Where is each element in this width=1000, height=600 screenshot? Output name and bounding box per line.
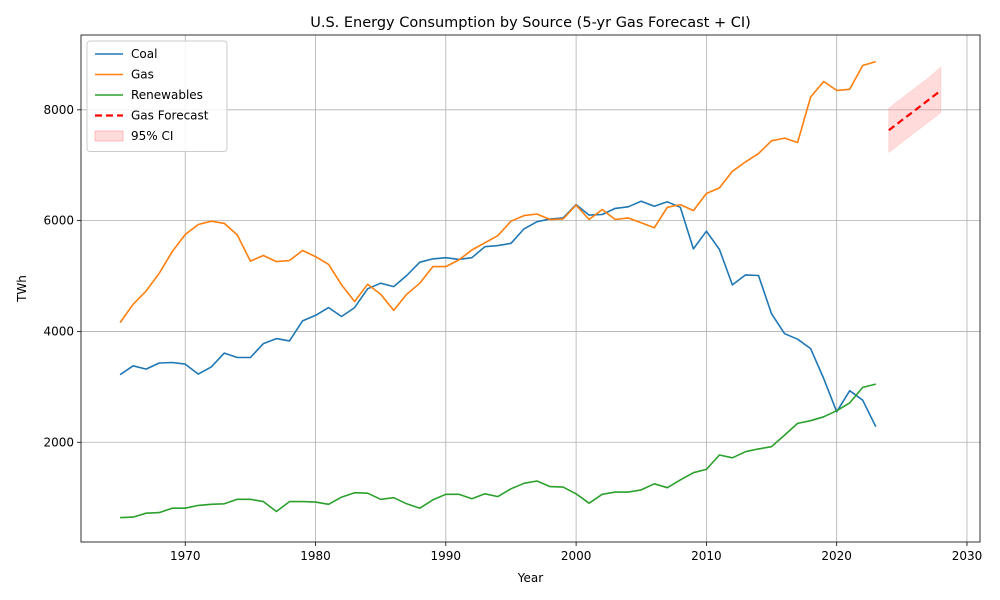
- x-tick-label: 2030: [952, 549, 983, 563]
- legend-label-coal: Coal: [131, 47, 157, 61]
- y-tick-label: 4000: [43, 324, 74, 338]
- chart-title: U.S. Energy Consumption by Source (5-yr …: [310, 15, 751, 31]
- y-axis-ticks: 2000 4000 6000 8000: [43, 103, 81, 449]
- x-tick-label: 2000: [561, 549, 592, 563]
- legend-label-95-ci: 95% CI: [131, 129, 173, 143]
- y-axis-label: TWh: [15, 275, 29, 303]
- legend-label-renewables: Renewables: [131, 88, 203, 102]
- x-tick-label: 1980: [300, 549, 331, 563]
- plot-frame: [80, 34, 981, 543]
- legend-box: [86, 40, 228, 152]
- x-axis-label: Year: [517, 571, 543, 585]
- x-tick-label: 1970: [170, 549, 201, 563]
- legend: Coal Gas Renewables Gas Forecast 95% CI: [86, 40, 228, 152]
- legend-swatch-95-ci: [94, 130, 124, 142]
- grid: [81, 35, 980, 542]
- y-tick-label: 2000: [43, 435, 74, 449]
- x-tick-label: 2010: [691, 549, 722, 563]
- y-tick-label: 6000: [43, 214, 74, 228]
- series-layer: [119, 60, 942, 519]
- x-axis-ticks: 1970 1980 1990 2000 2010 2020 2030: [170, 542, 982, 563]
- y-tick-label: 8000: [43, 103, 74, 117]
- series-line-coal: [119, 200, 877, 428]
- x-tick-label: 2020: [821, 549, 852, 563]
- series-line-renewables: [120, 383, 876, 519]
- legend-label-gas: Gas: [131, 68, 154, 82]
- series-line-gas: [119, 60, 877, 324]
- legend-label-gas-forecast: Gas Forecast: [131, 109, 209, 123]
- x-tick-label: 1990: [431, 549, 462, 563]
